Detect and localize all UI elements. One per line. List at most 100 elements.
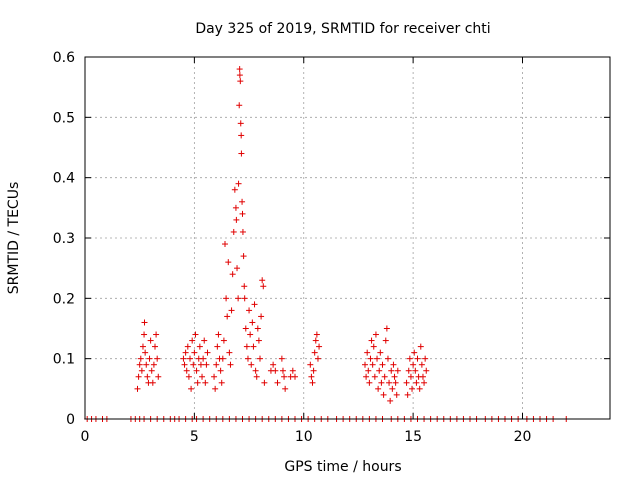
data-point [251,301,258,308]
data-point [270,361,277,368]
data-point [144,373,151,380]
data-point [194,379,201,386]
data-points [84,66,570,422]
data-point [412,367,419,374]
y-tick-label: 0 [66,412,75,428]
data-point [231,186,238,193]
data-point [150,361,157,368]
data-point [193,367,200,374]
y-tick-label: 0.6 [53,50,75,66]
data-point [219,355,226,362]
data-point [380,391,387,398]
data-point [375,385,382,392]
data-point [136,361,143,368]
data-point [376,367,383,374]
data-point [236,102,243,109]
data-point [368,337,375,344]
data-point [255,337,262,344]
data-point [374,355,381,362]
data-point [236,66,243,73]
data-point [254,325,261,332]
data-point [213,361,220,368]
data-point [387,397,394,404]
data-point [257,355,263,362]
data-point [417,343,424,350]
data-point [416,385,423,392]
data-point [309,379,316,386]
data-point [247,331,254,338]
data-point [411,349,418,356]
data-point [224,313,231,320]
data-point [272,367,279,374]
y-tick-label: 0.1 [53,352,75,368]
data-point [404,391,411,398]
data-point [229,271,236,278]
data-point [391,373,398,380]
data-point [258,313,265,320]
data-point [218,379,225,386]
data-point [403,379,410,386]
y-tick-label: 0.4 [53,171,75,187]
data-point [137,355,144,362]
data-point [135,373,142,380]
data-point [230,228,237,235]
x-tick-label: 5 [190,429,199,445]
data-point [419,373,426,380]
data-point [289,367,296,374]
data-point [149,379,156,386]
data-point [152,343,158,350]
data-point [389,385,396,392]
data-point [379,361,386,368]
data-point [378,379,385,386]
data-point [388,367,395,374]
data-point [278,355,285,362]
data-point [423,367,430,374]
data-point [233,216,240,223]
data-point [228,307,235,314]
data-point [253,373,260,380]
data-point [383,325,390,332]
data-point [183,367,190,374]
data-point [406,355,413,362]
data-point [182,349,189,356]
data-point [211,373,218,380]
data-point [236,72,243,79]
data-point [200,355,207,362]
data-point [143,361,150,368]
data-point [239,210,246,217]
data-point [405,367,412,374]
data-point [180,355,187,362]
data-point [422,355,429,362]
x-tick-label: 10 [295,429,313,445]
data-point [312,337,319,344]
data-point [242,325,249,332]
data-point [392,379,399,386]
data-point [409,385,416,392]
data-point [235,295,242,302]
data-point [237,120,244,127]
data-point [148,367,155,374]
data-point [226,349,233,356]
data-point [187,355,193,362]
data-point [202,379,209,386]
data-point [386,379,393,386]
data-point [367,355,374,362]
data-point [239,198,246,205]
x-tick-label: 15 [404,429,422,445]
data-point [377,349,384,356]
data-point [369,361,376,368]
data-point [382,337,389,344]
chart-title: Day 325 of 2019, SRMTID for receiver cht… [195,21,490,37]
data-point [372,331,379,338]
x-tick-label: 0 [81,429,90,445]
data-point [134,385,141,392]
data-point [215,331,222,338]
data-point [214,343,221,350]
data-point [190,361,197,368]
data-point [252,367,259,374]
data-point [142,349,149,356]
data-point [292,373,298,380]
data-point [212,385,219,392]
